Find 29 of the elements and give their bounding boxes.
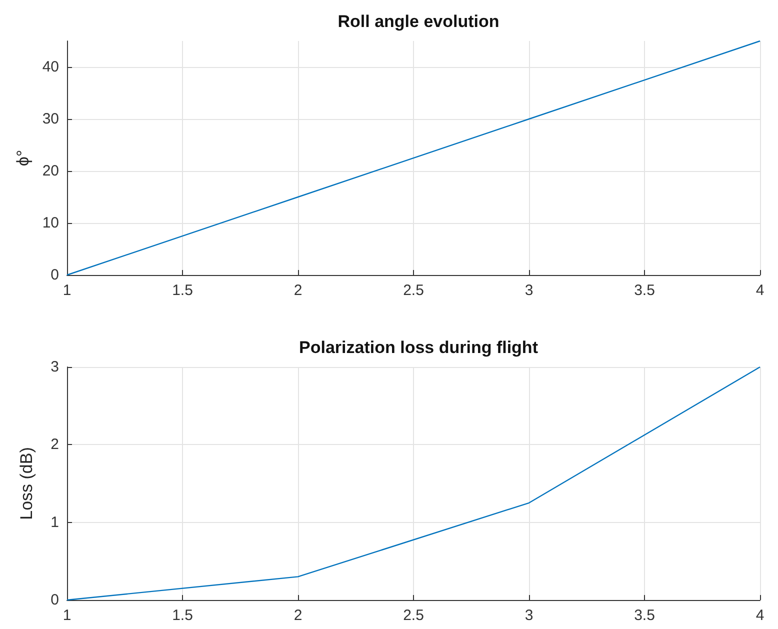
x-tick-label: 1 [62,282,72,299]
y-tick-label: 1 [50,514,59,531]
x-tick-label: 1.5 [172,607,193,624]
y-tick-label: 30 [42,110,59,128]
y-tick-label: 20 [42,162,59,180]
line-series [66,40,761,276]
y-axis-title: ϕ° [13,150,32,166]
y-axis-title: Loss (dB) [17,447,36,520]
x-tick-label: 3 [524,607,534,624]
chart-title: Polarization loss during flight [299,338,538,357]
x-tick-label: 4 [756,607,764,624]
y-tick-label: 3 [50,358,59,376]
x-tick-label: 3.5 [634,607,655,624]
x-tick-label: 2.5 [403,607,424,624]
y-tick-label: 0 [50,266,59,284]
x-tick-label: 1 [62,607,72,624]
x-tick-label: 2 [294,607,302,624]
y-tick-label: 10 [42,214,59,232]
line-series [66,366,761,601]
x-tick-label: 2.5 [403,282,424,299]
x-tick-label: 3.5 [634,282,655,299]
y-tick-label: 40 [42,58,59,76]
y-tick-label: 0 [50,592,59,608]
y-tick-label: 2 [50,436,59,454]
x-tick-label: 3 [524,282,534,299]
x-tick-label: 2 [294,282,302,299]
x-tick-label: 4 [756,282,764,299]
x-tick-label: 1.5 [172,282,193,299]
chart-title: Roll angle evolution [338,12,500,31]
